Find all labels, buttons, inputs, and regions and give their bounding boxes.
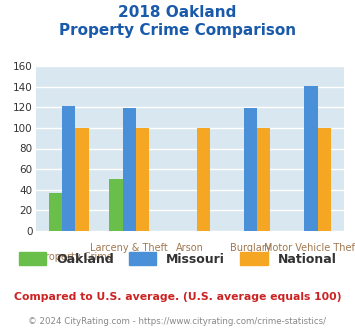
Text: © 2024 CityRating.com - https://www.cityrating.com/crime-statistics/: © 2024 CityRating.com - https://www.city… (28, 317, 327, 326)
Bar (109, 180, 123, 231)
Bar (123, 108, 136, 231)
Text: Compared to U.S. average. (U.S. average equals 100): Compared to U.S. average. (U.S. average … (14, 292, 341, 302)
Text: All Property Crime: All Property Crime (24, 252, 113, 262)
Text: Property Crime Comparison: Property Crime Comparison (59, 23, 296, 38)
Text: Burglary: Burglary (230, 243, 271, 252)
Bar (136, 128, 149, 231)
Bar (257, 128, 271, 231)
Bar (318, 128, 331, 231)
Bar (49, 193, 62, 231)
Bar (62, 106, 76, 231)
Text: 2018 Oakland: 2018 Oakland (118, 5, 237, 20)
Text: Larceny & Theft: Larceny & Theft (91, 243, 168, 252)
Text: Motor Vehicle Theft: Motor Vehicle Theft (264, 243, 355, 252)
Bar (76, 128, 89, 231)
Text: Arson: Arson (176, 243, 204, 252)
Bar (244, 108, 257, 231)
Bar (197, 128, 210, 231)
Legend: Oakland, Missouri, National: Oakland, Missouri, National (18, 252, 337, 266)
Bar (304, 85, 318, 231)
